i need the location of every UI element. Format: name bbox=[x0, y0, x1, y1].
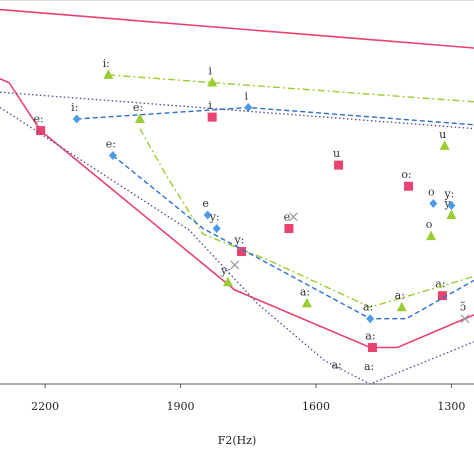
series-red-solid-square: e:iuo:ey:a:a: bbox=[0, 8, 474, 353]
data-point-label: a: bbox=[365, 330, 375, 343]
x-tick-label: 2200 bbox=[31, 400, 59, 413]
data-point-label: o: bbox=[401, 168, 411, 181]
data-point-label: y: bbox=[234, 234, 245, 247]
data-point-triangle bbox=[301, 297, 312, 308]
data-point-diamond bbox=[212, 223, 221, 233]
data-point-label: e bbox=[284, 210, 291, 223]
data-point-label: y: bbox=[220, 264, 231, 277]
data-point-square bbox=[437, 291, 447, 301]
data-point-triangle bbox=[222, 276, 233, 287]
series-line bbox=[0, 8, 474, 49]
series-line bbox=[108, 74, 474, 103]
data-point-triangle bbox=[426, 230, 437, 241]
data-point-label: a: bbox=[331, 358, 341, 371]
plot-area: e:iuo:ey:a:a:i:ie:uoy:y:a:a:i:ie:ey:oy:a… bbox=[0, 8, 474, 385]
data-point-label: y: bbox=[209, 210, 220, 223]
series-gray-cross: ɔ̃ bbox=[230, 212, 470, 324]
data-point-label: ɔ̃ bbox=[460, 301, 466, 314]
data-point-label: i: bbox=[103, 57, 110, 70]
data-point-label: a: bbox=[363, 301, 373, 314]
data-point-diamond bbox=[108, 151, 117, 161]
data-point-cross bbox=[289, 212, 298, 222]
data-point-label: e: bbox=[133, 101, 143, 114]
x-tick-label: 1600 bbox=[302, 400, 330, 413]
data-point-square bbox=[404, 181, 414, 191]
data-point-cross bbox=[230, 260, 240, 270]
data-point-diamond bbox=[429, 199, 438, 209]
x-axis-label: F2(Hz) bbox=[218, 434, 257, 447]
data-point-label: a: bbox=[300, 285, 310, 298]
series-navy-dotted: a: a: bbox=[0, 91, 474, 385]
data-point-square bbox=[284, 223, 294, 233]
series-green-dash-dot-triangle: i:ie:uoy:y:a:a: bbox=[103, 57, 474, 312]
data-point-triangle bbox=[207, 77, 218, 87]
data-point-diamond bbox=[366, 314, 375, 324]
data-point-label: a: bbox=[364, 360, 374, 373]
data-point-diamond bbox=[203, 210, 212, 220]
series-line bbox=[0, 91, 474, 130]
x-tick-label: 1300 bbox=[437, 400, 465, 413]
data-point-label: e: bbox=[34, 113, 44, 126]
data-point-label: a: bbox=[435, 278, 445, 291]
data-point-square bbox=[334, 160, 344, 170]
series-line bbox=[112, 154, 474, 320]
data-point-label: i bbox=[208, 65, 212, 78]
data-point-square bbox=[367, 343, 377, 353]
data-point-diamond bbox=[72, 114, 81, 124]
data-point-label: i: bbox=[71, 101, 78, 114]
data-point-triangle bbox=[396, 301, 407, 312]
data-point-square bbox=[36, 126, 46, 136]
data-point-label: o bbox=[428, 186, 435, 199]
x-tick-label: 1900 bbox=[167, 400, 195, 413]
data-point-label: i bbox=[208, 99, 212, 112]
axes: 2200 1900 1600 1300 bbox=[0, 0, 474, 413]
data-point-square bbox=[207, 112, 217, 122]
data-point-label: u bbox=[439, 128, 446, 141]
data-point-label: y: bbox=[443, 197, 454, 210]
series-blue-dashed-diamond: i:ie:ey:o y:a: bbox=[71, 90, 474, 324]
data-point-label: i bbox=[245, 90, 249, 103]
data-point-diamond bbox=[447, 200, 456, 210]
data-point-diamond bbox=[244, 103, 253, 113]
data-point-label: o bbox=[426, 218, 433, 231]
data-point-label: e: bbox=[106, 138, 116, 151]
data-point-triangle bbox=[134, 113, 145, 124]
data-point-square bbox=[237, 247, 247, 257]
series-line bbox=[0, 106, 474, 385]
data-point-label: u bbox=[333, 147, 340, 160]
data-point-triangle bbox=[439, 140, 450, 150]
data-point-label: y: bbox=[443, 187, 454, 200]
series-line bbox=[139, 128, 474, 308]
data-point-label: e bbox=[202, 197, 209, 210]
data-point-label: a: bbox=[395, 289, 405, 302]
data-point-cross bbox=[460, 314, 470, 324]
data-point-triangle bbox=[446, 209, 457, 220]
series-line bbox=[0, 77, 474, 349]
data-point-triangle bbox=[103, 69, 114, 79]
